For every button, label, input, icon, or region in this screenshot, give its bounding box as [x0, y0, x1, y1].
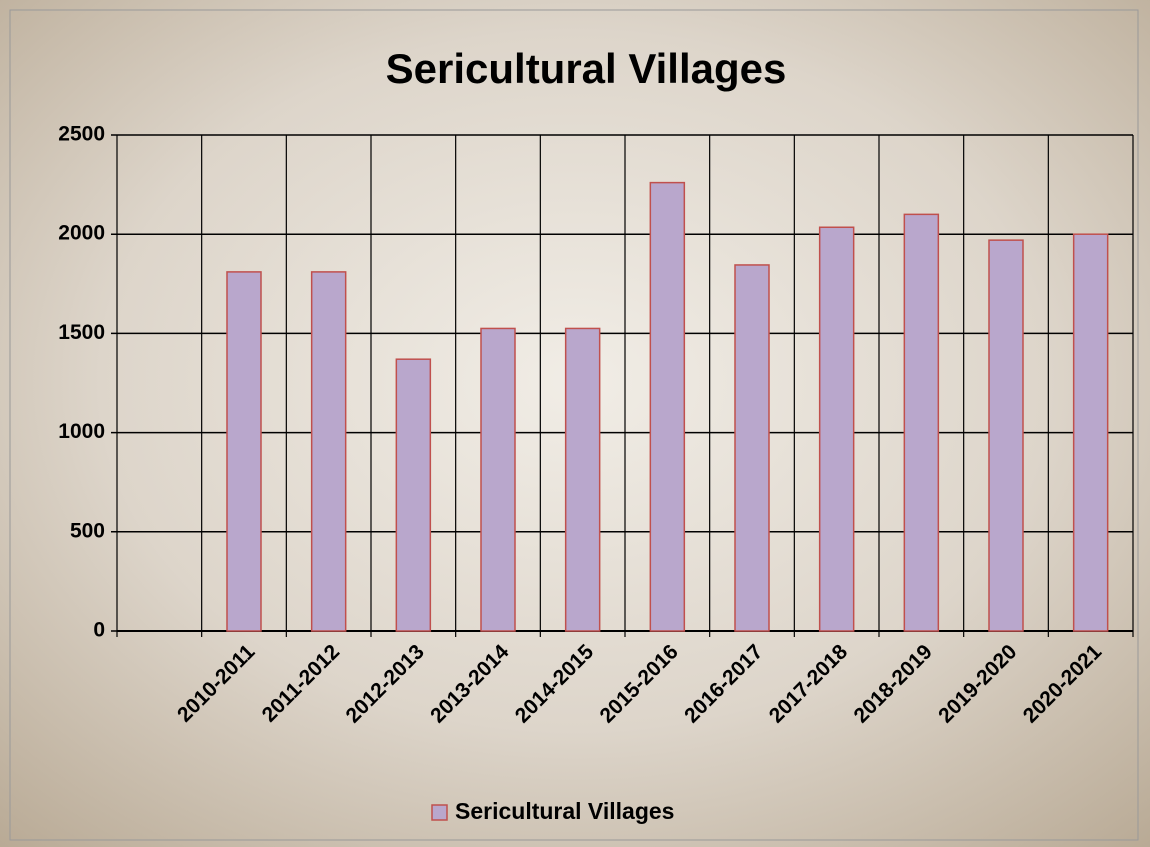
bar — [988, 239, 1024, 632]
bar — [564, 327, 601, 632]
y-tick-label: 1000 — [58, 420, 105, 443]
bar — [903, 213, 940, 632]
y-tick-label: 2500 — [58, 123, 105, 146]
frame — [9, 9, 1139, 841]
bar — [310, 271, 347, 632]
y-tick-label: 2000 — [58, 222, 105, 245]
bar — [649, 181, 686, 632]
bar — [226, 271, 262, 632]
bar — [818, 226, 855, 632]
chart-title: Sericultural Villages — [386, 45, 787, 92]
bar — [395, 358, 432, 632]
bar — [734, 264, 770, 632]
y-tick-label: 0 — [93, 619, 105, 642]
y-tick-label: 500 — [70, 519, 105, 542]
bar — [480, 327, 516, 632]
bar — [1072, 233, 1109, 632]
legend-label: Sericultural Villages — [455, 798, 674, 824]
y-tick-label: 1500 — [58, 321, 105, 344]
legend-swatch — [431, 804, 448, 821]
